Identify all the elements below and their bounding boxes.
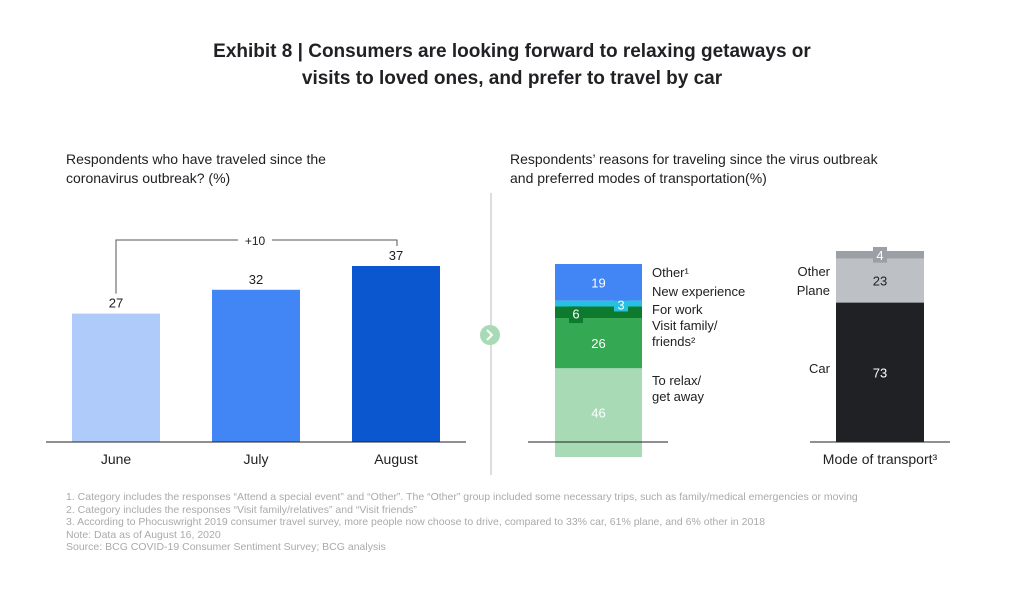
segment-name: Visit family/: [652, 318, 718, 333]
footnote: Source: BCG COVID-19 Consumer Sentiment …: [66, 541, 386, 553]
left-chart-title: Respondents who have traveled since the …: [66, 151, 326, 186]
exhibit-title: Exhibit 8 | Consumers are looking forwar…: [0, 38, 1024, 92]
segment-name: New experience: [652, 284, 745, 299]
bar-june: [72, 313, 160, 442]
category-label: June: [101, 451, 132, 467]
right-chart-title: Respondents’ reasons for traveling since…: [510, 151, 878, 186]
segment-name: Other¹: [652, 265, 690, 280]
title-line-2: visits to loved ones, and prefer to trav…: [301, 68, 723, 89]
segment-name: friends²: [652, 334, 696, 349]
segment-visit-family-friends-: [555, 318, 642, 369]
segment-value: 19: [591, 275, 605, 290]
footnote: 3. According to Phocuswright 2019 consum…: [66, 516, 766, 528]
segment-for-work: [555, 306, 642, 319]
segment-name: Plane: [797, 283, 830, 298]
segment-value: 4: [876, 248, 883, 263]
segment-car: [836, 302, 924, 442]
segment-name: get away: [652, 389, 705, 404]
segment-value: 26: [591, 336, 605, 351]
segment-value: 6: [572, 306, 579, 321]
bar-july: [212, 289, 300, 442]
chevron-right-icon: [486, 329, 494, 341]
label-box: [873, 247, 887, 263]
data-label: 27: [109, 296, 123, 311]
label-box: [569, 303, 583, 324]
segment-value: 46: [591, 406, 605, 421]
segment-new-experience: [555, 300, 642, 307]
bar-label: Mode of transport³: [823, 451, 938, 467]
difference-bracket: [115, 239, 398, 294]
data-label: 32: [249, 272, 263, 287]
category-label: August: [374, 451, 418, 467]
segment-plane: [836, 258, 924, 303]
segment-name: For work: [652, 302, 703, 317]
data-label: 37: [389, 248, 403, 263]
segment-other-: [555, 264, 642, 301]
footnote: 2. Category includes the responses “Visi…: [66, 503, 417, 516]
footnote: Note: Data as of August 16, 2020: [66, 528, 221, 541]
label-box: [614, 297, 628, 312]
segment-value: 73: [873, 365, 887, 380]
footnotes: 1. Category includes the responses “Atte…: [66, 491, 886, 554]
footnote: 1. Category includes the responses “Atte…: [66, 491, 858, 503]
difference-annotation: +10: [245, 234, 266, 248]
segment-name: Car: [809, 361, 831, 376]
segment-name: To relax/: [652, 373, 702, 388]
bar-august: [352, 266, 440, 442]
arrow-icon: [480, 325, 500, 345]
title-line-1: Exhibit 8 | Consumers are looking forwar…: [213, 41, 811, 62]
segment-value: 23: [873, 274, 887, 289]
category-label: July: [244, 451, 269, 467]
segment-value: 3: [617, 298, 624, 313]
segment-name: Other: [797, 264, 830, 279]
